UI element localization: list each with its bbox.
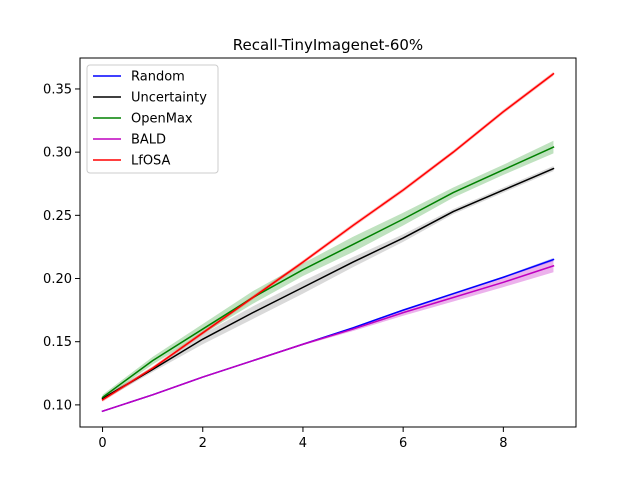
- band-uncertainty: [102, 166, 554, 401]
- y-axis: 0.10 0.15 0.20 0.25 0.30 0.35: [43, 82, 80, 413]
- x-tick-label: 2: [199, 436, 207, 451]
- y-tick-label: 0.35: [43, 82, 72, 97]
- axes-frame: [79, 57, 577, 428]
- y-tick-label: 0.15: [43, 335, 72, 350]
- band-openmax: [102, 140, 554, 400]
- legend-box: [86, 64, 219, 174]
- line-uncertainty: [101, 167, 555, 400]
- legend: Random Uncertainty OpenMax BALD LfOSA: [86, 64, 219, 174]
- x-tick-label: 4: [299, 436, 307, 451]
- x-tick-label: 6: [399, 436, 407, 451]
- x-axis: 0 2 4 6 8: [98, 427, 507, 451]
- line-lfosa: [101, 72, 555, 401]
- x-tick-label: 0: [98, 436, 106, 451]
- x-tick-label: 8: [499, 436, 507, 451]
- chart-title: Recall-TinyImagenet-60%: [233, 36, 423, 54]
- legend-label-lfosa: LfOSA: [131, 154, 171, 169]
- legend-label-openmax: OpenMax: [131, 112, 193, 127]
- series-lines: [101, 72, 555, 413]
- legend-label-uncertainty: Uncertainty: [131, 91, 207, 106]
- y-tick-label: 0.10: [43, 398, 72, 413]
- y-tick-label: 0.30: [43, 146, 72, 161]
- legend-label-bald: BALD: [131, 133, 166, 148]
- y-tick-label: 0.20: [43, 272, 72, 287]
- legend-label-random: Random: [131, 70, 185, 85]
- line-openmax: [101, 146, 555, 399]
- y-tick-label: 0.25: [43, 209, 72, 224]
- line-bald: [101, 264, 555, 413]
